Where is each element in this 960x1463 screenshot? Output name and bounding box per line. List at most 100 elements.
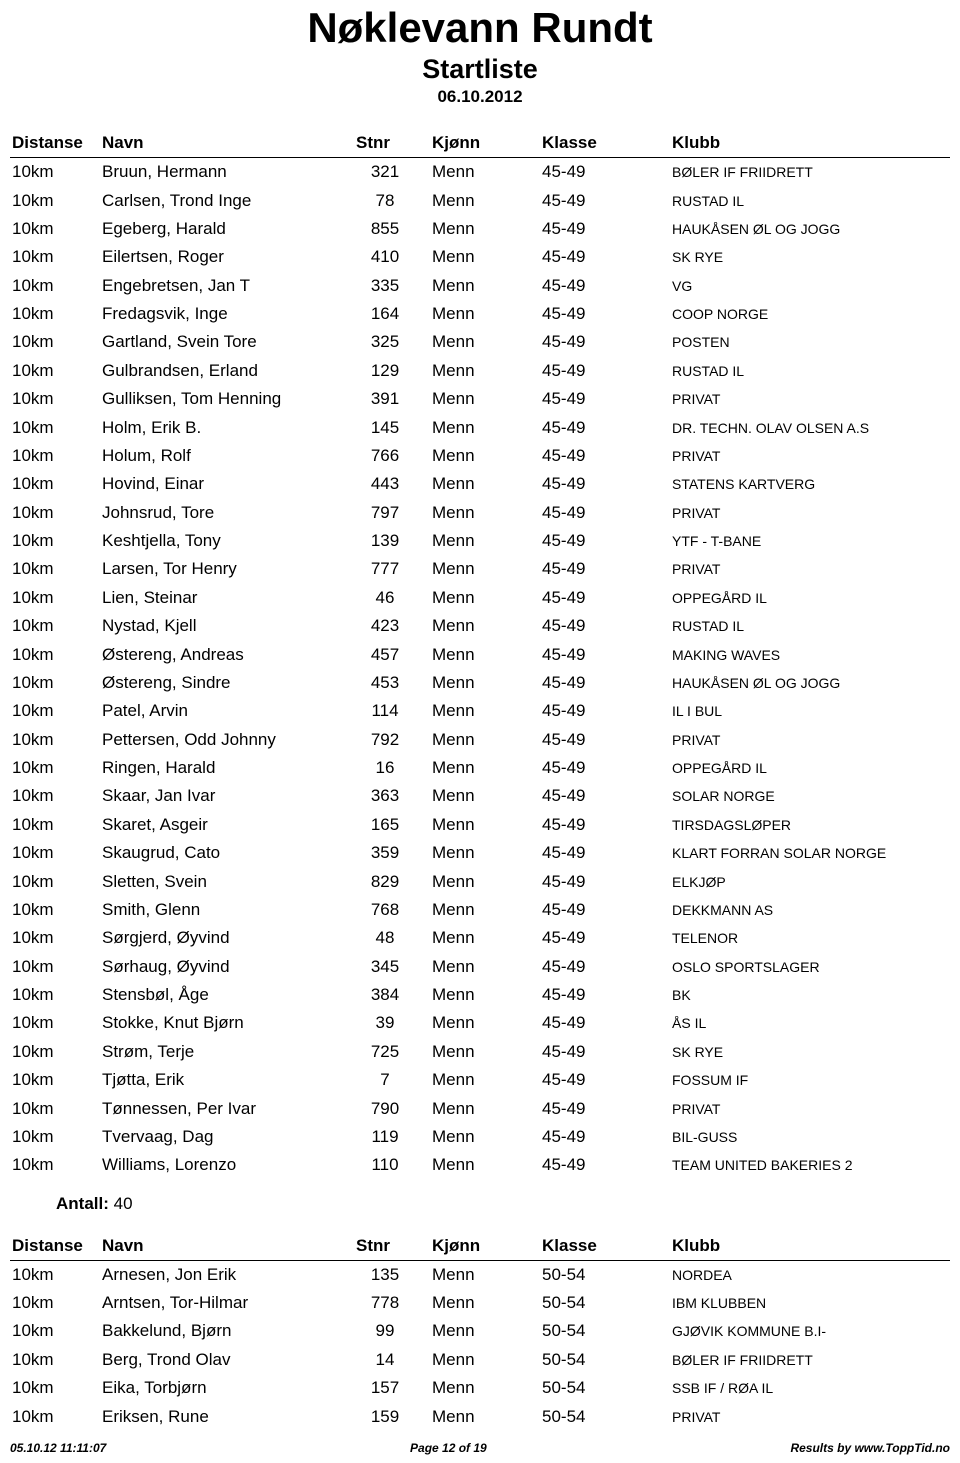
footer-credits: Results by www.ToppTid.no	[790, 1441, 950, 1455]
cell-klubb: BØLER IF FRIIDRETT	[670, 158, 950, 187]
cell-klubb: TIRSDAGSLØPER	[670, 811, 950, 839]
cell-klubb: MAKING WAVES	[670, 640, 950, 668]
cell-stnr: 119	[340, 1123, 430, 1151]
cell-distanse: 10km	[10, 640, 100, 668]
cell-navn: Berg, Trond Olav	[100, 1346, 340, 1374]
table-row: 10kmSletten, Svein829Menn45-49ELKJØP	[10, 867, 950, 895]
cell-navn: Arnesen, Jon Erik	[100, 1260, 340, 1289]
cell-stnr: 164	[340, 300, 430, 328]
col-kjonn: Kjønn	[430, 129, 540, 158]
cell-navn: Williams, Lorenzo	[100, 1151, 340, 1179]
cell-navn: Eilertsen, Roger	[100, 243, 340, 271]
cell-klubb: RUSTAD IL	[670, 357, 950, 385]
cell-navn: Larsen, Tor Henry	[100, 555, 340, 583]
cell-klasse: 45-49	[540, 782, 670, 810]
cell-distanse: 10km	[10, 527, 100, 555]
cell-kjonn: Menn	[430, 158, 540, 187]
cell-stnr: 778	[340, 1289, 430, 1317]
cell-navn: Johnsrud, Tore	[100, 499, 340, 527]
cell-navn: Nystad, Kjell	[100, 612, 340, 640]
cell-klubb: HAUKÅSEN ØL OG JOGG	[670, 669, 950, 697]
cell-stnr: 768	[340, 896, 430, 924]
cell-kjonn: Menn	[430, 357, 540, 385]
table-row: 10kmGartland, Svein Tore325Menn45-49POST…	[10, 328, 950, 356]
cell-stnr: 790	[340, 1094, 430, 1122]
cell-navn: Gulliksen, Tom Henning	[100, 385, 340, 413]
cell-stnr: 325	[340, 328, 430, 356]
cell-stnr: 725	[340, 1038, 430, 1066]
cell-klubb: OSLO SPORTSLAGER	[670, 953, 950, 981]
cell-distanse: 10km	[10, 1289, 100, 1317]
table-row: 10kmHolum, Rolf766Menn45-49PRIVAT	[10, 442, 950, 470]
cell-klubb: PRIVAT	[670, 442, 950, 470]
cell-navn: Holm, Erik B.	[100, 413, 340, 441]
cell-klasse: 45-49	[540, 839, 670, 867]
cell-klasse: 50-54	[540, 1289, 670, 1317]
footer-page-number: Page 12 of 19	[106, 1441, 790, 1455]
cell-klubb: PRIVAT	[670, 499, 950, 527]
startlist-table-2: Distanse Navn Stnr Kjønn Klasse Klubb 10…	[10, 1232, 950, 1431]
cell-distanse: 10km	[10, 811, 100, 839]
cell-distanse: 10km	[10, 1094, 100, 1122]
cell-stnr: 335	[340, 272, 430, 300]
cell-kjonn: Menn	[430, 839, 540, 867]
cell-navn: Skaret, Asgeir	[100, 811, 340, 839]
table-row: 10kmSørgjerd, Øyvind48Menn45-49TELENOR	[10, 924, 950, 952]
document-subtitle: Startliste	[10, 54, 950, 85]
cell-klubb: NORDEA	[670, 1260, 950, 1289]
cell-distanse: 10km	[10, 839, 100, 867]
cell-klasse: 45-49	[540, 1094, 670, 1122]
cell-klasse: 45-49	[540, 328, 670, 356]
cell-klasse: 45-49	[540, 867, 670, 895]
cell-klasse: 45-49	[540, 385, 670, 413]
cell-stnr: 443	[340, 470, 430, 498]
cell-klubb: VG	[670, 272, 950, 300]
cell-navn: Carlsen, Trond Inge	[100, 186, 340, 214]
cell-klubb: YTF - T-BANE	[670, 527, 950, 555]
cell-kjonn: Menn	[430, 186, 540, 214]
cell-navn: Sørgjerd, Øyvind	[100, 924, 340, 952]
cell-stnr: 165	[340, 811, 430, 839]
col-stnr: Stnr	[340, 129, 430, 158]
cell-klasse: 45-49	[540, 272, 670, 300]
cell-kjonn: Menn	[430, 640, 540, 668]
cell-kjonn: Menn	[430, 669, 540, 697]
cell-stnr: 359	[340, 839, 430, 867]
cell-klubb: SK RYE	[670, 243, 950, 271]
table-row: 10kmCarlsen, Trond Inge78Menn45-49RUSTAD…	[10, 186, 950, 214]
cell-kjonn: Menn	[430, 243, 540, 271]
cell-klubb: DR. TECHN. OLAV OLSEN A.S	[670, 413, 950, 441]
cell-kjonn: Menn	[430, 896, 540, 924]
cell-stnr: 48	[340, 924, 430, 952]
cell-klasse: 45-49	[540, 158, 670, 187]
cell-kjonn: Menn	[430, 1260, 540, 1289]
cell-klubb: GJØVIK KOMMUNE B.I-	[670, 1317, 950, 1345]
table-row: 10kmEgeberg, Harald855Menn45-49HAUKÅSEN …	[10, 215, 950, 243]
cell-stnr: 363	[340, 782, 430, 810]
cell-navn: Lien, Steinar	[100, 584, 340, 612]
cell-distanse: 10km	[10, 413, 100, 441]
cell-distanse: 10km	[10, 953, 100, 981]
table-header-row: Distanse Navn Stnr Kjønn Klasse Klubb	[10, 1232, 950, 1261]
cell-distanse: 10km	[10, 328, 100, 356]
table-row: 10kmNystad, Kjell423Menn45-49RUSTAD IL	[10, 612, 950, 640]
cell-klasse: 50-54	[540, 1402, 670, 1430]
col-klasse: Klasse	[540, 129, 670, 158]
cell-stnr: 46	[340, 584, 430, 612]
col-klasse: Klasse	[540, 1232, 670, 1261]
cell-distanse: 10km	[10, 499, 100, 527]
cell-klubb: SK RYE	[670, 1038, 950, 1066]
cell-klasse: 50-54	[540, 1260, 670, 1289]
cell-kjonn: Menn	[430, 782, 540, 810]
cell-kjonn: Menn	[430, 442, 540, 470]
cell-klasse: 45-49	[540, 612, 670, 640]
cell-kjonn: Menn	[430, 924, 540, 952]
cell-navn: Egeberg, Harald	[100, 215, 340, 243]
table-row: 10kmStokke, Knut Bjørn39Menn45-49ÅS IL	[10, 1009, 950, 1037]
cell-navn: Tvervaag, Dag	[100, 1123, 340, 1151]
startlist-table-1: Distanse Navn Stnr Kjønn Klasse Klubb 10…	[10, 129, 950, 1180]
event-date: 06.10.2012	[10, 87, 950, 107]
cell-stnr: 159	[340, 1402, 430, 1430]
cell-stnr: 391	[340, 385, 430, 413]
cell-kjonn: Menn	[430, 697, 540, 725]
